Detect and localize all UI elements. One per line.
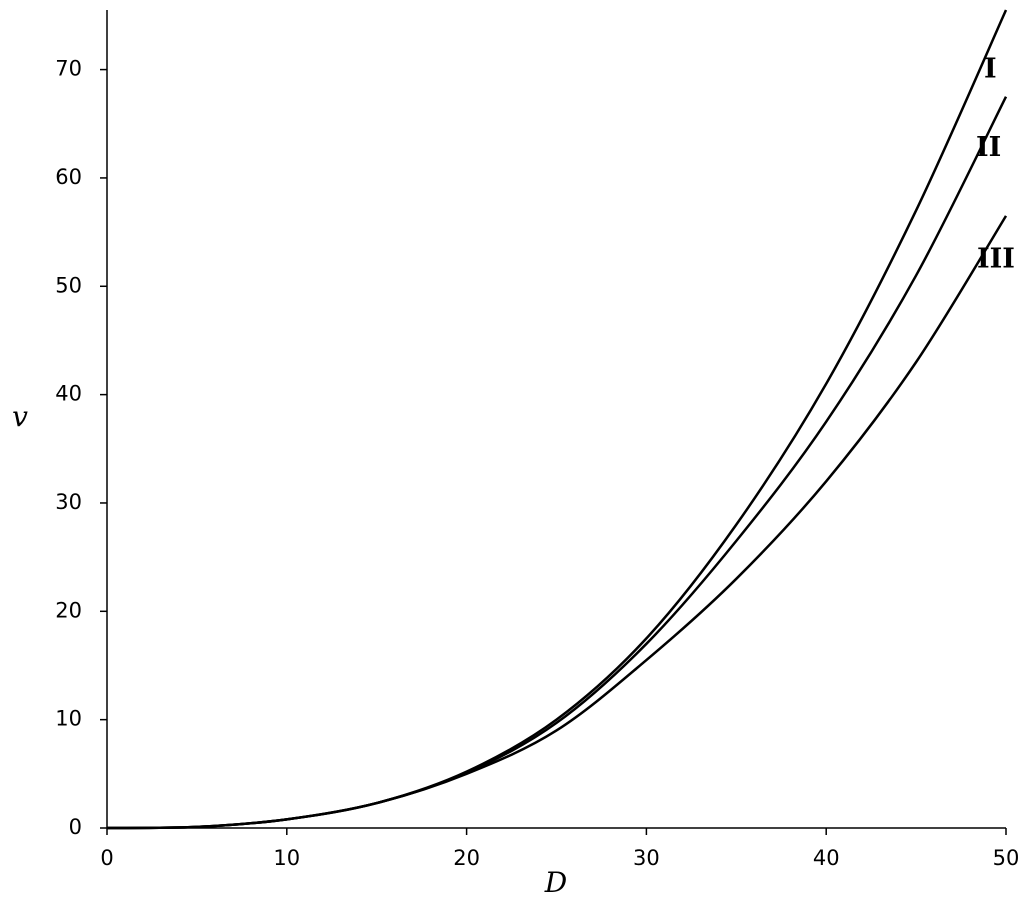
- y-tick-label: 0: [69, 815, 82, 839]
- series-label: II: [976, 132, 1001, 163]
- y-tick-label: 10: [55, 707, 82, 731]
- x-tick-label: 0: [100, 846, 113, 870]
- x-tick-label: 50: [993, 846, 1020, 870]
- y-tick-label: 40: [55, 382, 82, 406]
- y-tick-label: 50: [55, 273, 82, 297]
- x-axis-title: D: [544, 866, 567, 899]
- line: [106, 215, 1008, 830]
- x-tick-label: 20: [453, 846, 480, 870]
- line: [106, 9, 1008, 830]
- series-label: III: [977, 243, 1015, 274]
- y-tick-label: 30: [55, 490, 82, 514]
- y-axis-title: v: [12, 400, 28, 433]
- x-tick-label: 10: [273, 846, 300, 870]
- y-tick-label: 60: [55, 165, 82, 189]
- series-label: I: [984, 54, 997, 85]
- x-tick-label: 30: [633, 846, 660, 870]
- y-tick-label: 20: [55, 598, 82, 622]
- x-tick-label: 40: [813, 846, 840, 870]
- y-tick-label: 70: [55, 57, 82, 81]
